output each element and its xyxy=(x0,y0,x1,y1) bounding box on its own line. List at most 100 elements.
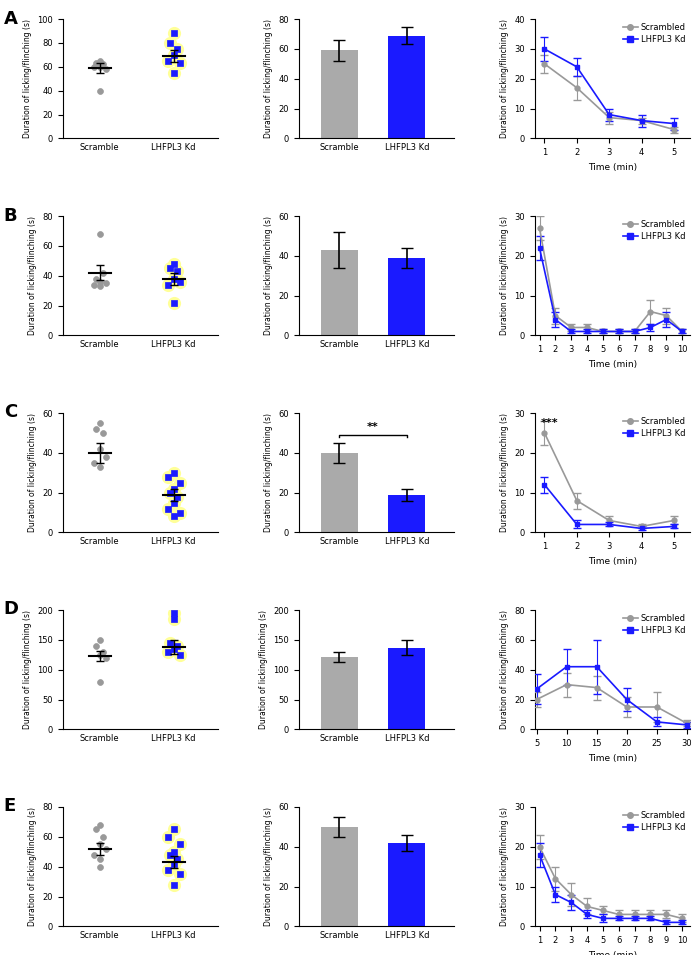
Point xyxy=(94,852,105,867)
Y-axis label: Duration of licking/flinching (s): Duration of licking/flinching (s) xyxy=(259,610,268,730)
Point xyxy=(168,605,179,621)
Bar xyxy=(388,258,425,335)
Point xyxy=(89,456,100,471)
Point xyxy=(171,264,183,279)
Bar xyxy=(321,453,358,533)
Point xyxy=(91,821,102,837)
Point xyxy=(89,847,100,862)
Point xyxy=(168,47,179,63)
Point xyxy=(94,632,105,647)
Point xyxy=(98,645,109,660)
Legend: Scrambled, LHFPL3 Kd: Scrambled, LHFPL3 Kd xyxy=(622,417,686,437)
Point xyxy=(89,277,100,292)
Point xyxy=(94,647,105,663)
Point xyxy=(98,265,109,281)
Point xyxy=(168,509,179,524)
Point xyxy=(162,277,174,292)
Point xyxy=(168,495,179,510)
Y-axis label: Duration of licking/flinching (s): Duration of licking/flinching (s) xyxy=(23,19,31,138)
Text: **: ** xyxy=(367,422,379,432)
Point xyxy=(162,645,174,660)
Point xyxy=(164,261,176,276)
Text: E: E xyxy=(3,797,16,816)
Point xyxy=(94,274,105,289)
Point xyxy=(162,829,174,844)
Point xyxy=(164,635,176,650)
Point xyxy=(168,641,179,656)
Point xyxy=(162,53,174,69)
X-axis label: Time (min): Time (min) xyxy=(588,950,637,955)
Point xyxy=(91,55,102,71)
Text: A: A xyxy=(3,10,17,28)
Point xyxy=(168,641,179,656)
Point xyxy=(174,475,185,490)
Bar xyxy=(321,657,358,730)
Point xyxy=(162,862,174,878)
Y-axis label: Duration of licking/flinching (s): Duration of licking/flinching (s) xyxy=(500,414,509,532)
Legend: Scrambled, LHFPL3 Kd: Scrambled, LHFPL3 Kd xyxy=(622,614,686,635)
Text: C: C xyxy=(3,403,17,421)
Point xyxy=(168,295,179,310)
Point xyxy=(171,852,183,867)
Point xyxy=(168,877,179,892)
Point xyxy=(94,860,105,875)
Point xyxy=(174,505,185,520)
Point xyxy=(174,866,185,881)
Point xyxy=(162,862,174,878)
Point xyxy=(168,256,179,271)
Point xyxy=(174,866,185,881)
Point xyxy=(94,83,105,98)
Point xyxy=(164,847,176,862)
Point xyxy=(168,271,179,286)
Point xyxy=(174,55,185,71)
Point xyxy=(171,264,183,279)
Legend: Scrambled, LHFPL3 Kd: Scrambled, LHFPL3 Kd xyxy=(622,221,686,241)
Point xyxy=(171,852,183,867)
Point xyxy=(91,421,102,436)
Y-axis label: Duration of licking/flinching (s): Duration of licking/flinching (s) xyxy=(264,216,273,335)
Point xyxy=(171,41,183,56)
Y-axis label: Duration of licking/flinching (s): Duration of licking/flinching (s) xyxy=(264,19,273,138)
Y-axis label: Duration of licking/flinching (s): Duration of licking/flinching (s) xyxy=(28,414,37,532)
Bar xyxy=(321,250,358,335)
Point xyxy=(168,465,179,480)
Y-axis label: Duration of licking/flinching (s): Duration of licking/flinching (s) xyxy=(23,610,31,730)
Point xyxy=(94,441,105,456)
Point xyxy=(168,844,179,860)
Point xyxy=(94,459,105,475)
Point xyxy=(162,469,174,484)
X-axis label: Time (min): Time (min) xyxy=(588,360,637,369)
Y-axis label: Duration of licking/flinching (s): Duration of licking/flinching (s) xyxy=(28,807,37,926)
Point xyxy=(168,509,179,524)
Point xyxy=(168,877,179,892)
Point xyxy=(94,837,105,852)
Point xyxy=(94,226,105,242)
Point xyxy=(164,35,176,51)
Point xyxy=(164,485,176,500)
Point xyxy=(98,829,109,844)
Y-axis label: Duration of licking/flinching (s): Duration of licking/flinching (s) xyxy=(500,19,509,138)
Legend: Scrambled, LHFPL3 Kd: Scrambled, LHFPL3 Kd xyxy=(622,811,686,832)
Point xyxy=(164,635,176,650)
Point xyxy=(174,505,185,520)
Point xyxy=(162,469,174,484)
Text: D: D xyxy=(3,601,19,619)
Point xyxy=(98,57,109,73)
X-axis label: Time (min): Time (min) xyxy=(588,557,637,565)
Point xyxy=(100,841,112,857)
Y-axis label: Duration of licking/flinching (s): Duration of licking/flinching (s) xyxy=(500,610,509,730)
Bar xyxy=(321,827,358,926)
Point xyxy=(162,53,174,69)
Point xyxy=(168,481,179,497)
Point xyxy=(94,53,105,69)
Point xyxy=(168,611,179,626)
Point xyxy=(168,605,179,621)
Point xyxy=(168,65,179,80)
Point xyxy=(162,277,174,292)
Point xyxy=(100,276,112,291)
Point xyxy=(171,638,183,653)
Point xyxy=(174,475,185,490)
Point xyxy=(168,856,179,871)
Point xyxy=(171,489,183,504)
Point xyxy=(162,500,174,516)
